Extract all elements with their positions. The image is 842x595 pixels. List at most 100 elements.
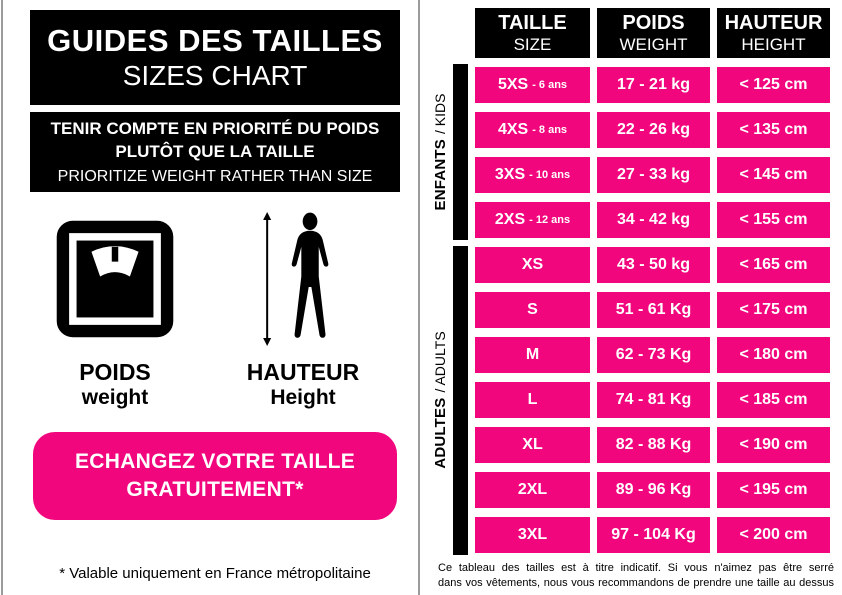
- header-weight-fr: POIDS: [622, 11, 685, 34]
- table-row: 2XL 89 - 96 Kg < 195 cm: [475, 472, 830, 508]
- height-figure: HAUTEUR Height: [238, 212, 368, 412]
- size-value: XS: [521, 256, 544, 273]
- exchange-line2: GRATUITEMENT*: [126, 478, 304, 501]
- notice-fr-line2: PLUTÔT QUE LA TAILLE: [115, 141, 315, 161]
- size-value: 4XS: [497, 121, 529, 138]
- size-value: 2XS: [494, 211, 526, 228]
- table-row: L 74 - 81 Kg < 185 cm: [475, 382, 830, 418]
- height-cell: < 180 cm: [717, 337, 830, 373]
- weight-cell: 27 - 33 kg: [597, 157, 710, 193]
- left-edge-line: [1, 0, 3, 595]
- group-label-kids: ENFANTS / KIDS: [429, 42, 451, 262]
- height-cell: < 135 cm: [717, 112, 830, 148]
- size-value: XL: [522, 436, 543, 453]
- age-value: - 10 ans: [529, 169, 571, 181]
- header-weight: POIDS WEIGHT: [597, 8, 710, 58]
- weight-cell: 34 - 42 kg: [597, 202, 710, 238]
- size-cell: 5XS - 6 ans: [475, 67, 590, 103]
- disclaimer-line2: dans vos vêtements, nous vous recommando…: [438, 576, 834, 589]
- title-fr: GUIDES DES TAILLES: [47, 22, 383, 58]
- adults-group-bar: [453, 246, 468, 555]
- weight-cell: 17 - 21 kg: [597, 67, 710, 103]
- weight-cell: 89 - 96 Kg: [597, 472, 710, 508]
- exchange-line1: ECHANGEZ VOTRE TAILLE: [74, 449, 356, 473]
- weight-cell: 22 - 26 kg: [597, 112, 710, 148]
- notice-fr-line1: TENIR COMPTE EN PRIORITÉ DU POIDS: [50, 119, 380, 139]
- group-label-kids-en: / KIDS: [432, 93, 448, 135]
- size-value: S: [527, 301, 538, 318]
- header-height-fr: HAUTEUR: [724, 11, 823, 34]
- weight-label-fr: POIDS: [79, 359, 151, 385]
- height-cell: < 175 cm: [717, 292, 830, 328]
- table-row: S 51 - 61 Kg < 175 cm: [475, 292, 830, 328]
- group-label-adults: ADULTES / ADULTS: [429, 290, 451, 510]
- size-cell: 2XL: [475, 472, 590, 508]
- size-cell: S: [475, 292, 590, 328]
- title-en: SIZES CHART: [122, 59, 308, 91]
- size-cell: XS: [475, 247, 590, 283]
- weight-cell: 82 - 88 Kg: [597, 427, 710, 463]
- size-cell: 2XS - 12 ans: [475, 202, 590, 238]
- size-value: L: [527, 391, 538, 408]
- height-cell: < 125 cm: [717, 67, 830, 103]
- age-value: - 8 ans: [532, 124, 568, 136]
- size-value: 2XL: [517, 481, 548, 498]
- table-row: 3XL 97 - 104 Kg < 200 cm: [475, 517, 830, 553]
- table-row: 4XS - 8 ans 22 - 26 kg < 135 cm: [475, 112, 830, 148]
- height-cell: < 195 cm: [717, 472, 830, 508]
- age-value: - 6 ans: [532, 79, 568, 91]
- weight-cell: 43 - 50 kg: [597, 247, 710, 283]
- scale-icon: [53, 212, 177, 346]
- free-exchange-banner: ECHANGEZ VOTRE TAILLE GRATUITEMENT*: [33, 432, 397, 520]
- table-rows: 5XS - 6 ans 17 - 21 kg < 125 cm 4XS - 8 …: [475, 67, 830, 553]
- disclaimer-line1: Ce tableau des tailles est à titre indic…: [438, 562, 834, 574]
- height-cell: < 155 cm: [717, 202, 830, 238]
- weight-cell: 97 - 104 Kg: [597, 517, 710, 553]
- weight-cell: 51 - 61 Kg: [597, 292, 710, 328]
- size-cell: L: [475, 382, 590, 418]
- height-label-fr: HAUTEUR: [246, 359, 360, 385]
- size-value: 3XS: [494, 166, 526, 183]
- table-row: 3XS - 10 ans 27 - 33 kg < 145 cm: [475, 157, 830, 193]
- weight-figure: POIDS weight: [40, 212, 190, 412]
- header-height-en: HEIGHT: [741, 34, 806, 54]
- kids-group-bar: [453, 64, 468, 240]
- group-label-adults-en: / ADULTS: [432, 331, 448, 393]
- size-value: M: [525, 346, 540, 363]
- height-cell: < 165 cm: [717, 247, 830, 283]
- header-weight-en: WEIGHT: [619, 34, 688, 54]
- header-height: HAUTEUR HEIGHT: [717, 8, 830, 58]
- table-row: XL 82 - 88 Kg < 190 cm: [475, 427, 830, 463]
- table-row: XS 43 - 50 kg < 165 cm: [475, 247, 830, 283]
- table-header: TAILLE SIZE POIDS WEIGHT HAUTEUR HEIGHT: [475, 8, 830, 58]
- size-value: 5XS: [497, 76, 529, 93]
- weight-cell: 62 - 73 Kg: [597, 337, 710, 373]
- header-size: TAILLE SIZE: [475, 8, 590, 58]
- size-cell: 4XS - 8 ans: [475, 112, 590, 148]
- size-cell: M: [475, 337, 590, 373]
- disclaimer: Ce tableau des tailles est à titre indic…: [438, 561, 834, 591]
- human-height-arrow-icon: [257, 212, 349, 346]
- size-cell: XL: [475, 427, 590, 463]
- notice-en: PRIORITIZE WEIGHT RATHER THAN SIZE: [57, 167, 373, 185]
- height-cell: < 185 cm: [717, 382, 830, 418]
- title-banner: GUIDES DES TAILLES SIZES CHART: [30, 10, 400, 105]
- group-label-adults-fr: ADULTES: [431, 397, 449, 469]
- age-value: - 12 ans: [529, 214, 571, 226]
- footnote: * Valable uniquement en France métropoli…: [59, 565, 371, 582]
- table-row: 2XS - 12 ans 34 - 42 kg < 155 cm: [475, 202, 830, 238]
- size-cell: 3XL: [475, 517, 590, 553]
- notice-banner: TENIR COMPTE EN PRIORITÉ DU POIDS PLUTÔT…: [30, 112, 400, 192]
- height-cell: < 200 cm: [717, 517, 830, 553]
- panel-divider: [418, 0, 420, 595]
- height-cell: < 190 cm: [717, 427, 830, 463]
- group-label-kids-fr: ENFANTS: [431, 139, 449, 211]
- weight-cell: 74 - 81 Kg: [597, 382, 710, 418]
- weight-label-en: weight: [81, 386, 149, 410]
- height-cell: < 145 cm: [717, 157, 830, 193]
- size-cell: 3XS - 10 ans: [475, 157, 590, 193]
- size-table: TAILLE SIZE POIDS WEIGHT HAUTEUR HEIGHT …: [475, 8, 830, 562]
- header-size-en: SIZE: [513, 34, 552, 54]
- table-row: 5XS - 6 ans 17 - 21 kg < 125 cm: [475, 67, 830, 103]
